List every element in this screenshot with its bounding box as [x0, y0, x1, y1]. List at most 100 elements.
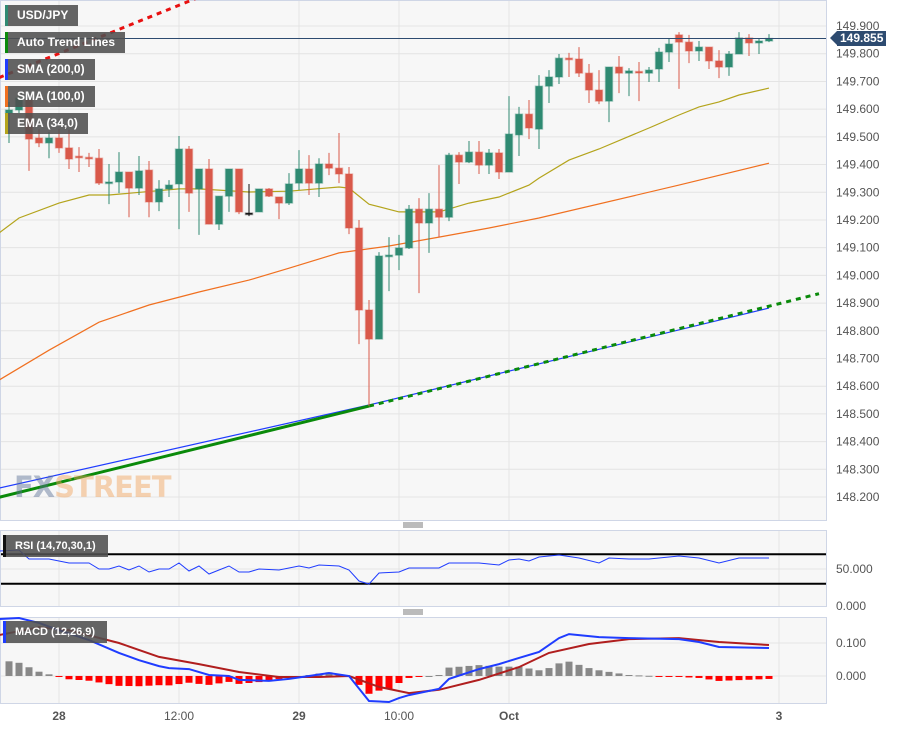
macd-histogram-bar — [175, 675, 183, 685]
candle[interactable] — [654, 47, 664, 83]
legend-instrument[interactable]: USD/JPY — [5, 5, 79, 26]
candle[interactable] — [344, 167, 354, 235]
candle[interactable] — [724, 50, 734, 76]
legend-sma-100[interactable]: SMA (100,0) — [5, 86, 95, 107]
candle[interactable] — [104, 164, 114, 205]
candle[interactable] — [264, 188, 274, 197]
candle[interactable] — [134, 155, 144, 196]
macd-histogram-bar — [605, 671, 613, 676]
y-axis-tick-label: 148.800 — [836, 324, 880, 338]
rsi-indicator-label[interactable]: RSI (14,70,30,1) — [3, 535, 108, 557]
candle[interactable] — [424, 193, 434, 253]
candle[interactable] — [254, 188, 264, 213]
candle[interactable] — [634, 62, 644, 102]
candle[interactable] — [554, 54, 564, 84]
candle[interactable] — [704, 46, 714, 69]
candle[interactable] — [444, 152, 454, 222]
main-plot-layer — [0, 0, 820, 499]
candle[interactable] — [364, 300, 374, 407]
candle[interactable] — [534, 75, 544, 150]
candle[interactable] — [524, 100, 534, 140]
candle[interactable] — [174, 136, 184, 230]
candle-body — [34, 137, 44, 144]
candle[interactable] — [244, 183, 254, 217]
candle[interactable] — [564, 52, 574, 78]
candle[interactable] — [614, 55, 624, 94]
candle[interactable] — [144, 160, 154, 218]
candle[interactable] — [604, 66, 614, 123]
candle[interactable] — [574, 47, 584, 78]
candle[interactable] — [64, 129, 74, 169]
candle[interactable] — [284, 173, 294, 206]
candle[interactable] — [124, 171, 134, 218]
candle[interactable] — [744, 34, 754, 56]
candle[interactable] — [194, 168, 204, 235]
candle-body — [174, 148, 184, 185]
macd-histogram-bar — [415, 675, 423, 677]
candle[interactable] — [154, 180, 164, 212]
candle[interactable] — [234, 168, 244, 215]
legend-auto-trend-lines[interactable]: Auto Trend Lines — [5, 32, 126, 53]
macd-histogram-bar — [35, 671, 43, 676]
candle-body — [704, 46, 714, 62]
candle-body — [684, 41, 694, 52]
candle[interactable] — [414, 198, 424, 294]
candle[interactable] — [594, 70, 604, 105]
candle[interactable] — [734, 32, 744, 55]
candle[interactable] — [334, 132, 344, 184]
candle[interactable] — [74, 147, 84, 173]
candle[interactable] — [274, 196, 284, 220]
candle[interactable] — [454, 152, 464, 184]
candle[interactable] — [294, 150, 304, 191]
candle[interactable] — [504, 96, 514, 173]
candle[interactable] — [694, 41, 704, 61]
candle[interactable] — [644, 67, 654, 83]
candle[interactable] — [384, 237, 394, 292]
candle[interactable] — [494, 149, 504, 179]
candle[interactable] — [514, 106, 524, 156]
candle[interactable] — [464, 141, 474, 164]
candle[interactable] — [184, 145, 194, 212]
panel-resize-handle[interactable] — [403, 609, 423, 615]
candle[interactable] — [224, 168, 234, 212]
x-axis-tick-label: 12:00 — [164, 709, 194, 723]
legend-sma-200[interactable]: SMA (200,0) — [5, 59, 95, 80]
candle[interactable] — [374, 252, 384, 340]
x-axis-tick-label: 10:00 — [384, 709, 414, 723]
candle[interactable] — [324, 152, 334, 176]
legend-ema-34[interactable]: EMA (34,0) — [5, 113, 88, 134]
candle[interactable] — [624, 68, 634, 97]
candle[interactable] — [484, 149, 494, 174]
candle-body — [274, 196, 284, 204]
candle[interactable] — [84, 152, 94, 168]
macd-histogram-bar — [705, 675, 713, 680]
candle[interactable] — [44, 132, 54, 159]
candle[interactable] — [214, 195, 224, 230]
candle-body — [614, 66, 624, 74]
candle[interactable] — [314, 158, 324, 197]
candle[interactable] — [434, 165, 444, 238]
candle[interactable] — [304, 155, 314, 196]
candle[interactable] — [164, 180, 174, 197]
candle[interactable] — [684, 34, 694, 64]
candle[interactable] — [754, 37, 764, 55]
panel-resize-handle[interactable] — [403, 522, 423, 528]
candle[interactable] — [394, 234, 404, 271]
candle-body — [94, 157, 104, 184]
candle[interactable] — [474, 141, 484, 174]
candle[interactable] — [664, 37, 674, 63]
macd-histogram-bar — [495, 666, 503, 676]
macd-indicator-label[interactable]: MACD (12,26,9) — [3, 621, 108, 643]
candle[interactable] — [404, 205, 414, 250]
candle-body — [624, 70, 634, 74]
candle[interactable] — [544, 70, 554, 104]
candle[interactable] — [584, 63, 594, 104]
candle[interactable] — [714, 50, 724, 79]
candle[interactable] — [354, 219, 364, 345]
macd-histogram-bar — [465, 665, 473, 676]
candle[interactable] — [94, 149, 104, 186]
candle[interactable] — [204, 159, 214, 225]
candle[interactable] — [114, 152, 124, 194]
candle-body — [154, 188, 164, 203]
